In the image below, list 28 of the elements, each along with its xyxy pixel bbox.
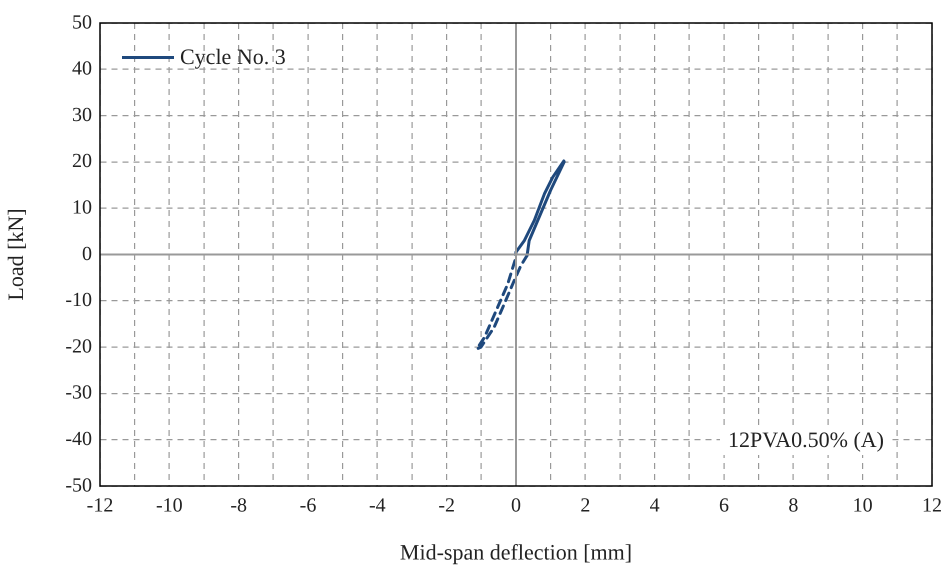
y-tick-label: 10 xyxy=(72,196,92,218)
x-tick-label: 6 xyxy=(719,494,729,516)
x-tick-label: 8 xyxy=(788,494,798,516)
x-tick-label: -4 xyxy=(368,494,386,516)
x-tick-label: -12 xyxy=(86,494,114,516)
y-tick-label: 0 xyxy=(82,242,92,265)
y-axis-title: Load [kN] xyxy=(2,208,28,301)
y-tick-label: 40 xyxy=(72,58,92,80)
x-tick-label: -6 xyxy=(300,494,316,516)
y-tick-label: -20 xyxy=(65,335,92,358)
x-tick-label: 2 xyxy=(580,494,590,516)
y-tick-label: 20 xyxy=(72,150,92,172)
x-axis-title: Mid-span deflection [mm] xyxy=(400,540,632,565)
y-tick-label: -40 xyxy=(65,428,92,450)
legend-label: Cycle No. 3 xyxy=(180,44,286,70)
annotation: 12PVA0.50% (A) xyxy=(728,427,884,453)
y-tick-label: -10 xyxy=(65,289,92,312)
x-tick-label: -2 xyxy=(438,494,456,516)
y-tick-label: 50 xyxy=(72,11,92,34)
x-tick-label: -8 xyxy=(230,494,248,516)
y-tick-label: 30 xyxy=(72,104,92,126)
x-tick-label: 0 xyxy=(511,494,521,516)
y-tick-label: -30 xyxy=(65,382,92,404)
x-tick-label: 10 xyxy=(852,494,873,516)
x-tick-label: 4 xyxy=(650,494,660,516)
x-tick-label: 12 xyxy=(922,494,942,516)
y-tick-label: -50 xyxy=(65,474,92,496)
x-tick-label: -10 xyxy=(156,494,183,516)
